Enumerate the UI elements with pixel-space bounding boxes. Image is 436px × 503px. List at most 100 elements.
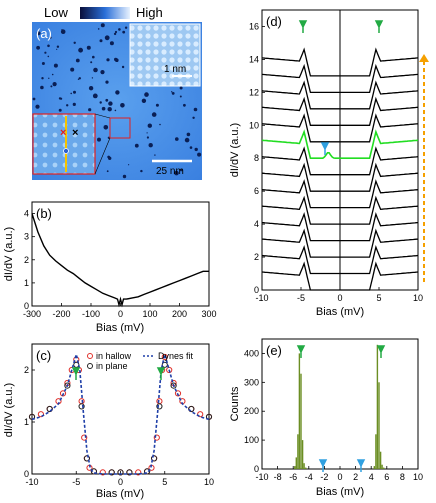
y-tick-label: 0 <box>254 464 259 474</box>
y-tick-label: 200 <box>244 406 259 416</box>
spectrum-line <box>261 96 419 126</box>
x-tick-label: -10 <box>255 472 268 482</box>
stm-defect <box>171 91 173 93</box>
stm-defect <box>179 95 182 98</box>
y-tick-label: 1 <box>24 278 29 288</box>
stm-defect <box>61 29 63 31</box>
spectrum-line <box>261 113 419 143</box>
x-tick-label: -10 <box>25 477 38 487</box>
panel-b-xlabel: Bias (mV) <box>96 322 144 334</box>
stm-defect <box>60 29 66 34</box>
panel-c: (c) -10 -5 0 5 10 0 1 2 in hallow in plane Dyne… <box>3 343 214 500</box>
histogram-bar <box>373 466 375 469</box>
colorbar-gradient <box>80 7 130 19</box>
x-tick-label: 6 <box>384 472 389 482</box>
y-tick-label: 1 <box>24 417 29 427</box>
spectrum-line <box>261 228 419 258</box>
x-tick-label: -5 <box>297 293 305 303</box>
spectrum-line <box>261 179 419 209</box>
stm-defect <box>154 154 156 156</box>
point-in-hallow <box>78 398 85 405</box>
stm-defect <box>122 30 126 34</box>
y-tick-label: 4 <box>24 209 29 219</box>
spectrum-line <box>261 261 419 291</box>
y-tick-label: 6 <box>254 186 259 196</box>
stm-defect <box>73 41 76 44</box>
x-tick-label: 5 <box>162 477 167 487</box>
y-tick-label: 400 <box>244 348 259 358</box>
panel-d-ylabel: dI/dV (a.u.) <box>229 123 241 177</box>
panel-a-label: (a) <box>36 26 52 41</box>
stm-defect <box>105 98 109 102</box>
stm-defect <box>66 104 69 107</box>
stm-defect <box>93 67 98 73</box>
stm-defect <box>35 104 40 109</box>
spectrum-line <box>261 212 419 242</box>
histogram-bar <box>376 344 379 469</box>
panel-c-series <box>28 353 213 476</box>
stm-defect <box>108 101 113 106</box>
point-in-plane <box>188 405 195 413</box>
point-in-hallow <box>81 434 88 441</box>
histogram-bar <box>300 373 302 469</box>
stm-defect <box>44 51 47 54</box>
stm-defect <box>189 146 193 149</box>
x-tick-label: -4 <box>305 472 313 482</box>
stm-defect <box>140 169 143 173</box>
x-tick-label: -8 <box>274 472 282 482</box>
stm-defect <box>106 170 109 173</box>
stm-defect <box>99 101 102 104</box>
point-in-hallow <box>161 353 168 361</box>
stm-defect <box>144 92 149 97</box>
spectrum-line <box>261 47 419 77</box>
point-in-plane <box>126 469 133 476</box>
stm-defect <box>32 97 36 101</box>
stm-defect <box>51 73 54 76</box>
panel-d-label: (d) <box>266 14 282 29</box>
y-tick-label: 4 <box>254 219 259 229</box>
panel-e-bars <box>294 344 385 469</box>
x-tick-label: 0 <box>337 293 342 303</box>
x-tick-label: 0 <box>118 309 123 319</box>
panel-c-xlabel: Bias (mV) <box>96 488 144 500</box>
y-tick-label: 2 <box>24 255 29 265</box>
stm-defect <box>114 109 117 112</box>
x-tick-label: 8 <box>400 472 405 482</box>
panel-d-series <box>261 47 419 291</box>
stm-defect <box>70 92 72 95</box>
y-tick-label: 3 <box>24 232 29 242</box>
panel-d-xlabel: Bias (mV) <box>316 306 364 318</box>
histogram-bar <box>375 434 377 469</box>
point-in-hallow <box>197 411 204 418</box>
y-tick-label: 0 <box>254 285 259 295</box>
point-in-hallow <box>135 469 142 476</box>
histogram-bar <box>295 457 297 469</box>
stm-defect <box>175 137 179 141</box>
stm-defect <box>100 70 105 75</box>
stm-defect <box>186 132 191 137</box>
x-tick-label: -100 <box>82 309 100 319</box>
panel-a: 1 nm × × 25 nm (a) <box>32 22 202 180</box>
panel-d-ticks: -10 -5 0 5 10 0 2 4 6 8 10 12 14 16 <box>249 21 423 303</box>
x-tick-label: 5 <box>376 293 381 303</box>
stm-defect <box>97 28 100 30</box>
x-tick-label: 0 <box>118 477 123 487</box>
stm-defect <box>107 107 112 112</box>
panel-b-frame <box>31 201 210 307</box>
arrow-d-subgap <box>320 142 330 155</box>
stm-defect <box>105 80 109 84</box>
stm-defect <box>104 35 110 41</box>
histogram-bar <box>294 466 296 469</box>
y-tick-label: 8 <box>254 153 259 163</box>
stm-defect <box>72 102 76 106</box>
stm-defect <box>197 152 202 157</box>
stm-defect <box>47 55 50 58</box>
stm-defect <box>52 82 57 87</box>
point-in-plane <box>90 468 98 475</box>
stm-defect <box>179 168 183 172</box>
stm-defect <box>114 30 118 34</box>
y-tick-label: 16 <box>249 21 259 31</box>
stm-defect <box>118 28 121 31</box>
stm-defect <box>73 90 76 94</box>
